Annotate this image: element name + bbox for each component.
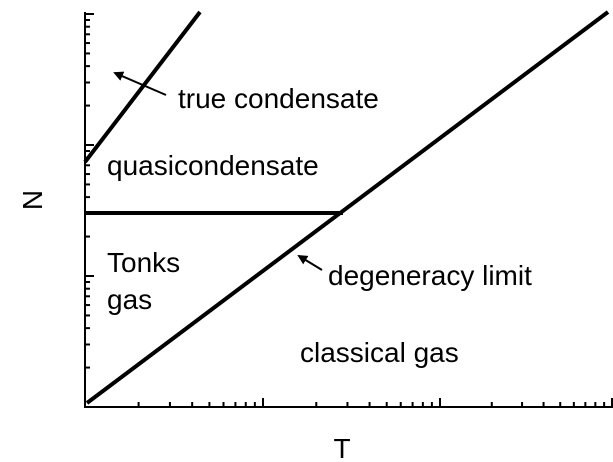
degeneracy-boundary	[85, 10, 610, 405]
arrow	[113, 71, 167, 96]
condensate-boundary	[83, 10, 202, 164]
region-label: quasicondensate	[107, 150, 319, 181]
region-label: degeneracy limit	[328, 260, 532, 291]
region-label: Tonks	[107, 247, 180, 278]
x-axis-label: T	[333, 433, 350, 462]
region-label: gas	[107, 284, 152, 315]
y-axis-label: N	[17, 190, 48, 210]
region-label: true condensate	[178, 83, 379, 114]
region-label: classical gas	[300, 337, 459, 368]
arrow	[297, 254, 323, 271]
